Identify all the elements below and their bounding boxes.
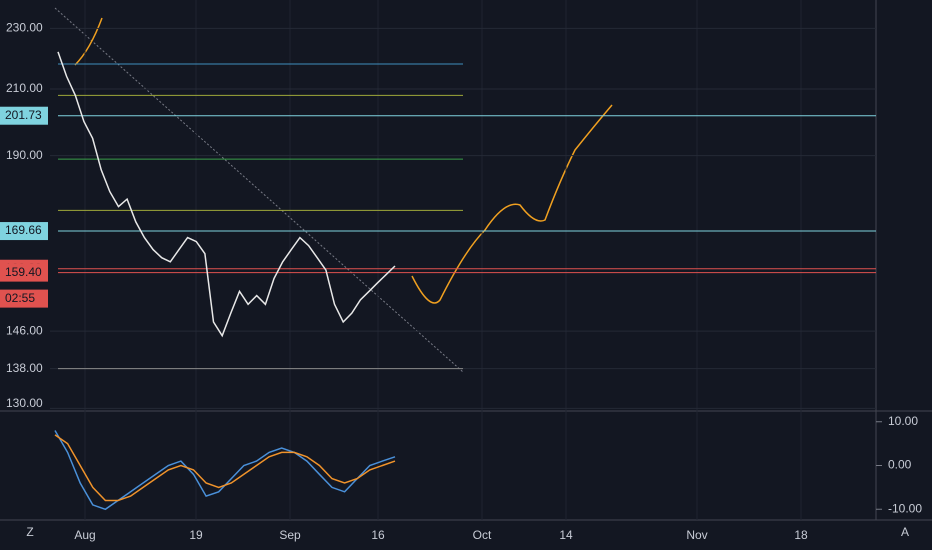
x-tick-label: 18 [794, 528, 808, 542]
y-tick-label: 130.00 [6, 396, 43, 410]
price-badge-label: 159.40 [5, 265, 42, 279]
macd-tick-label: 10.00 [888, 414, 918, 428]
y-tick-label: 138.00 [6, 361, 43, 375]
trend-line [54, 7, 464, 373]
price-badge-label: 201.73 [5, 108, 42, 122]
x-tick-label: Aug [74, 528, 95, 542]
price-badge [0, 106, 48, 125]
x-tick-label: Oct [473, 528, 492, 542]
price-badge [0, 263, 48, 282]
price-badge-label: 169.66 [5, 223, 42, 237]
macd-line [54, 434, 396, 502]
macd-tick-label: 0.00 [888, 458, 912, 472]
price-badge [0, 222, 48, 241]
x-tick-label: 16 [371, 528, 385, 542]
y-tick-label: 190.00 [6, 148, 43, 162]
x-tick-label: 14 [559, 528, 573, 542]
countdown: 02:55 [5, 291, 35, 305]
y-tick-label: 230.00 [6, 21, 43, 35]
x-tick-label: 19 [189, 528, 203, 542]
y-tick-label: 146.00 [6, 323, 43, 337]
price-line [57, 51, 396, 338]
projection-drawing [74, 17, 613, 304]
x-tick-label: Sep [279, 528, 301, 542]
countdown-badge [0, 289, 48, 308]
timezone-button[interactable]: Z [26, 525, 33, 539]
auto-scale-button[interactable]: A [901, 525, 909, 539]
macd-tick-label: -10.00 [888, 501, 922, 515]
y-tick-label: 210.00 [6, 81, 43, 95]
x-tick-label: Nov [686, 528, 707, 542]
